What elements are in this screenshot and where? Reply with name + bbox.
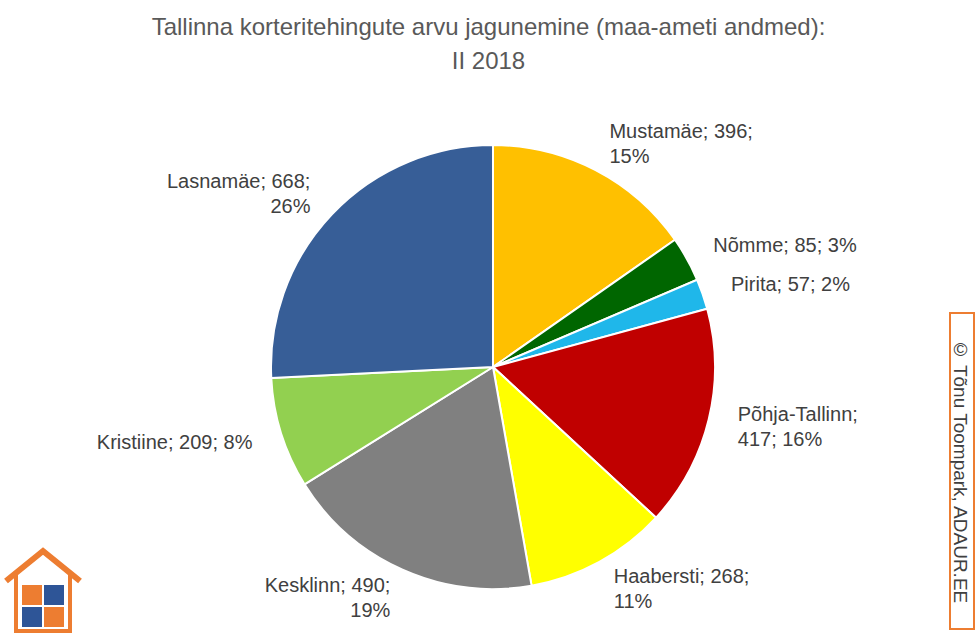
html-text:Tallinna korteritehingute arvu: Tallinna korteritehingute arvu jagunemin…: [151, 13, 826, 74]
svg-text:Mustamäe; 396;15%: Mustamäe; 396;15%: [609, 120, 752, 167]
svg-text:Pirita; 57; 2%: Pirita; 57; 2%: [731, 273, 850, 295]
html-text:© Tõnu Toompark, ADAUR.EE: © Tõnu Toompark, ADAUR.EE: [950, 338, 971, 604]
svg-text:Põhja-Tallinn;417; 16%: Põhja-Tallinn;417; 16%: [738, 403, 858, 450]
svg-text:Kristiine; 209; 8%: Kristiine; 209; 8%: [97, 431, 253, 453]
svg-text:Lasnamäe; 668;26%: Lasnamäe; 668;26%: [167, 170, 311, 217]
svg-text:Kesklinn; 490;19%: Kesklinn; 490;19%: [265, 574, 391, 621]
svg-text:Haabersti; 268;11%: Haabersti; 268;11%: [614, 565, 750, 612]
svg-text:Nõmme; 85; 3%: Nõmme; 85; 3%: [713, 234, 857, 256]
